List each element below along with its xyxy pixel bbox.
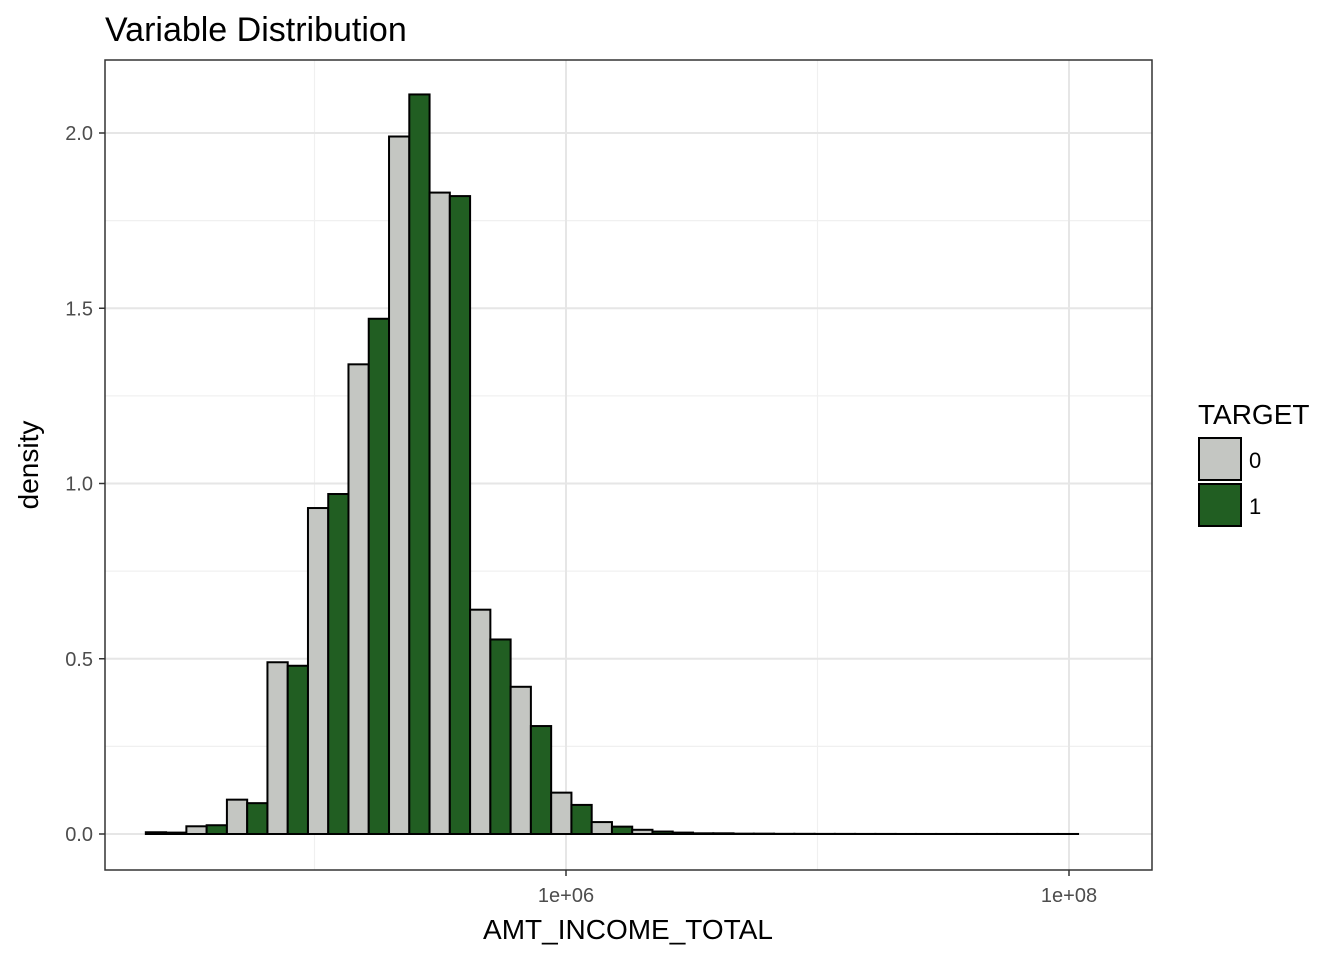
y-axis-title: density bbox=[13, 421, 44, 510]
x-tick-label: 1e+06 bbox=[538, 885, 594, 907]
x-axis-title: AMT_INCOME_TOTAL bbox=[483, 914, 773, 945]
y-axis: 0.0 0.5 1.0 1.5 2.0 bbox=[65, 123, 105, 846]
bar-target-0 bbox=[590, 821, 613, 836]
bar-target-1 bbox=[529, 725, 553, 836]
bar-target-0 bbox=[144, 831, 168, 835]
bar-target-0 bbox=[428, 191, 451, 835]
bar-target-0 bbox=[509, 685, 532, 835]
legend-label-0: 0 bbox=[1249, 448, 1261, 473]
bar-target-1 bbox=[286, 664, 309, 836]
bar-target-1 bbox=[367, 317, 390, 835]
bars-group bbox=[144, 93, 1080, 836]
bar-target-1 bbox=[205, 824, 228, 835]
bar-target-1 bbox=[610, 825, 634, 836]
bar-target-0 bbox=[469, 608, 492, 835]
bar-target-1 bbox=[651, 830, 674, 836]
legend: TARGET 0 1 bbox=[1198, 399, 1309, 527]
bar-target-1 bbox=[489, 638, 512, 835]
legend-key-1 bbox=[1198, 483, 1242, 527]
bar-target-1 bbox=[692, 832, 715, 836]
y-tick-label: 2.0 bbox=[65, 123, 93, 145]
bar-target-1 bbox=[448, 195, 472, 835]
y-tick-label: 0.0 bbox=[65, 824, 93, 846]
bar-target-0 bbox=[306, 507, 330, 835]
bar-target-1 bbox=[165, 831, 188, 836]
y-tick-label: 1.0 bbox=[65, 474, 93, 496]
bar-target-0 bbox=[388, 135, 411, 835]
bar-target-0 bbox=[266, 661, 289, 835]
chart-title: Variable Distribution bbox=[105, 11, 407, 49]
legend-title: TARGET bbox=[1198, 399, 1309, 430]
x-tick-label: 1e+08 bbox=[1041, 885, 1097, 907]
minor-gridlines bbox=[105, 60, 1152, 870]
y-tick-label: 1.5 bbox=[65, 298, 93, 320]
bar-target-1 bbox=[570, 803, 593, 836]
bar-target-0 bbox=[671, 831, 695, 836]
bar-target-1 bbox=[327, 493, 350, 835]
legend-label-1: 1 bbox=[1249, 494, 1261, 519]
bar-target-0 bbox=[550, 791, 573, 835]
plot-panel-border bbox=[104, 59, 1153, 871]
y-tick-label: 0.5 bbox=[65, 649, 93, 671]
bar-target-0 bbox=[225, 798, 249, 835]
plot-panel-background bbox=[105, 60, 1152, 870]
legend-key-0 bbox=[1198, 437, 1242, 481]
x-axis: 1e+06 1e+08 bbox=[538, 870, 1097, 907]
bar-target-1 bbox=[246, 802, 269, 836]
bar-target-0 bbox=[347, 363, 370, 835]
bar-target-0 bbox=[185, 825, 208, 836]
bar-target-0 bbox=[712, 832, 735, 836]
bar-target-0 bbox=[631, 828, 654, 836]
bar-target-1 bbox=[408, 93, 431, 835]
